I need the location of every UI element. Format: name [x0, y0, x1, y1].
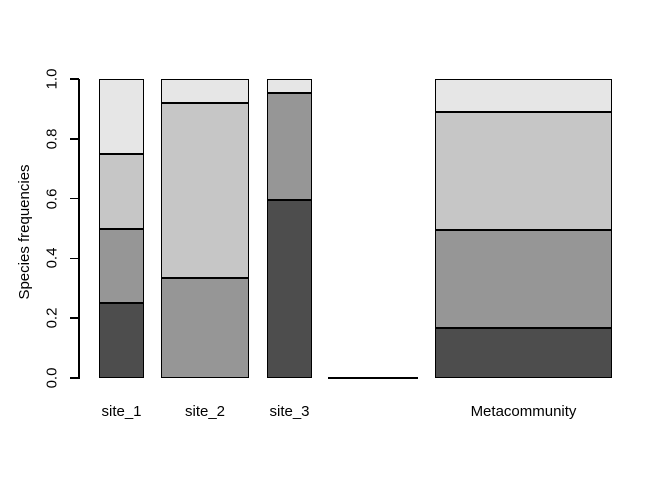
- bar-segment-Metacommunity-species-1-darkgray: [435, 328, 612, 378]
- bar-segment-site_3-species-2-gray: [267, 93, 312, 201]
- bar-segment-site_2-species-4-palegray: [161, 79, 249, 103]
- y-tick: [70, 317, 79, 319]
- bar-segment-Metacommunity-species-4-palegray: [435, 79, 612, 112]
- bar-segment-site_1-species-2-gray: [99, 228, 144, 304]
- y-tick-label: 0.8: [43, 128, 61, 150]
- y-tick-label: 0.6: [43, 188, 61, 210]
- y-tick-label: 0.0: [43, 367, 61, 389]
- y-tick: [70, 257, 79, 260]
- bar-segment-site_3-species-4-palegray: [267, 79, 312, 94]
- x-axis-label-site_1: site_1: [101, 403, 142, 420]
- x-axis-label-site_3: site_3: [269, 403, 310, 420]
- bar-segment-site_3-species-1-darkgray: [267, 200, 312, 378]
- y-axis-line: [78, 78, 80, 379]
- y-tick: [70, 78, 79, 80]
- bar-segment-Metacommunity-species-3-lightgray: [435, 111, 612, 230]
- y-tick-label: 1.0: [43, 68, 61, 90]
- y-tick-label: 0.2: [43, 307, 61, 329]
- x-axis-label-Metacommunity: Metacommunity: [470, 403, 577, 420]
- bar-segment-Metacommunity-species-2-gray: [435, 229, 612, 329]
- bar-segment-site_1-species-3-lightgray: [99, 153, 144, 229]
- y-tick-label: 0.4: [43, 247, 61, 269]
- bar-segment-site_2-species-3-lightgray: [161, 102, 249, 278]
- bar-segment-site_1-species-1-darkgray: [99, 303, 144, 378]
- x-axis-label-site_2: site_2: [184, 403, 226, 420]
- y-tick: [70, 377, 79, 379]
- y-tick: [70, 197, 79, 200]
- bar-segment-site_1-species-4-palegray: [99, 79, 144, 154]
- y-tick: [70, 138, 79, 140]
- zero-height-bar: [328, 377, 418, 379]
- y-axis-title: Species frequencies: [16, 164, 33, 300]
- bar-segment-site_2-species-2-gray: [161, 277, 249, 378]
